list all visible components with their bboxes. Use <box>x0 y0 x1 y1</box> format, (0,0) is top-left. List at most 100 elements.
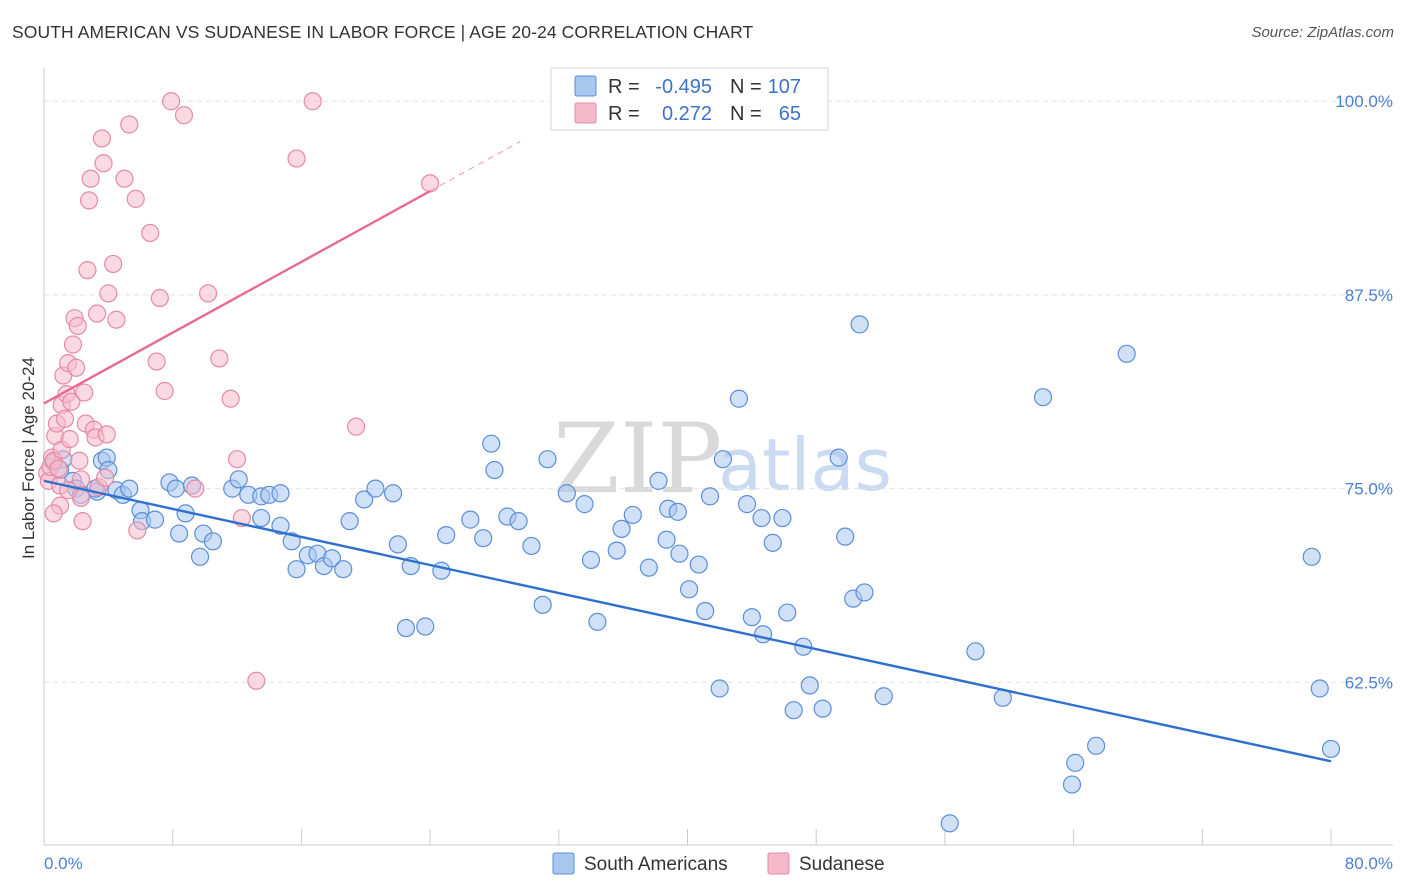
data-point <box>94 154 113 173</box>
data-point <box>1310 679 1329 698</box>
data-point <box>855 583 874 602</box>
data-point <box>421 174 440 193</box>
data-point <box>198 284 218 303</box>
data-point <box>62 392 81 411</box>
data-point <box>203 532 223 551</box>
source-credit: Source: ZipAtlas.com <box>1251 24 1394 41</box>
data-point <box>742 608 761 627</box>
data-point <box>87 304 107 323</box>
legend-n-label-1: N = <box>730 76 762 98</box>
data-point <box>60 429 79 449</box>
bottom-legend-label-sudanese: Sudanese <box>799 854 885 875</box>
data-point <box>75 383 94 402</box>
data-point <box>126 189 145 208</box>
data-point <box>713 450 732 469</box>
data-point <box>1117 344 1136 363</box>
data-point <box>287 149 306 168</box>
chart-title: SOUTH AMERICAN VS SUDANESE IN LABOR FORC… <box>12 22 754 42</box>
data-point <box>800 676 819 695</box>
x-tick-label-min: 0.0% <box>44 854 83 873</box>
data-point <box>607 541 626 560</box>
data-point <box>141 223 160 243</box>
data-point <box>55 409 75 428</box>
data-point <box>150 288 169 308</box>
data-point <box>303 92 322 111</box>
legend-r-label-2: R = <box>608 103 640 125</box>
data-point <box>346 417 366 436</box>
data-point <box>287 560 306 579</box>
data-point <box>210 349 229 368</box>
data-point <box>271 484 290 503</box>
data-point <box>813 699 832 718</box>
data-point <box>221 389 240 408</box>
data-point <box>396 618 416 638</box>
data-point <box>432 561 451 580</box>
data-point <box>170 524 189 543</box>
data-point <box>752 508 771 528</box>
data-point <box>940 814 959 833</box>
data-point <box>174 106 194 125</box>
data-point <box>322 549 342 568</box>
data-point <box>247 671 266 690</box>
correlation-legend: R = -0.495 N = 107 R = 0.272 N = 65 <box>550 67 829 131</box>
data-point <box>70 451 89 470</box>
series-legend: South Americans Sudanese <box>552 852 885 875</box>
data-point <box>639 558 658 577</box>
data-point <box>649 471 668 490</box>
y-tick-label: 100.0% <box>1335 92 1393 111</box>
series-sudanese <box>38 92 440 690</box>
data-point <box>670 544 689 563</box>
data-point <box>729 389 749 408</box>
data-point <box>229 470 248 489</box>
legend-r-value-2: 0.272 <box>662 103 712 125</box>
data-point <box>383 484 403 503</box>
data-point <box>73 512 92 531</box>
data-point <box>461 510 480 529</box>
data-point <box>581 550 601 569</box>
data-point <box>92 129 112 148</box>
data-point <box>282 532 301 551</box>
data-point <box>874 687 893 706</box>
data-point <box>522 536 541 556</box>
data-point <box>155 381 174 401</box>
data-point <box>128 521 147 540</box>
data-point <box>836 527 855 546</box>
data-point <box>784 701 803 720</box>
legend-box <box>550 67 829 131</box>
data-point <box>388 535 408 554</box>
legend-swatch-south-americans <box>574 75 597 97</box>
data-point <box>1062 775 1082 794</box>
gridlines: 62.5% 75.0% 87.5% 100.0% <box>44 92 1393 692</box>
trend-line <box>43 190 431 405</box>
data-point <box>737 495 757 514</box>
data-point <box>104 254 123 274</box>
y-axis-label: In Labor Force | Age 20-24 <box>19 357 38 559</box>
data-point <box>1321 739 1341 759</box>
data-point <box>1087 736 1106 755</box>
data-point <box>334 560 353 579</box>
y-tick-label: 62.5% <box>1345 673 1393 692</box>
data-point <box>252 508 271 528</box>
data-point <box>710 679 729 698</box>
data-point <box>190 547 210 566</box>
data-point <box>271 516 290 535</box>
data-point <box>623 505 642 525</box>
data-point <box>63 335 83 354</box>
data-point <box>778 603 797 622</box>
data-point <box>366 479 385 498</box>
data-point <box>754 625 773 644</box>
data-point <box>340 512 359 531</box>
data-point <box>49 459 68 478</box>
legend-swatch-sudanese <box>574 102 597 124</box>
data-point <box>78 261 97 280</box>
data-point <box>99 284 118 303</box>
data-point <box>1302 547 1321 566</box>
data-point <box>115 169 134 188</box>
data-point <box>533 595 552 614</box>
series-south-americans <box>44 315 1341 833</box>
data-point <box>186 479 205 498</box>
data-point <box>829 448 848 467</box>
legend-n-label-2: N = <box>730 103 762 125</box>
data-point <box>1033 388 1053 407</box>
